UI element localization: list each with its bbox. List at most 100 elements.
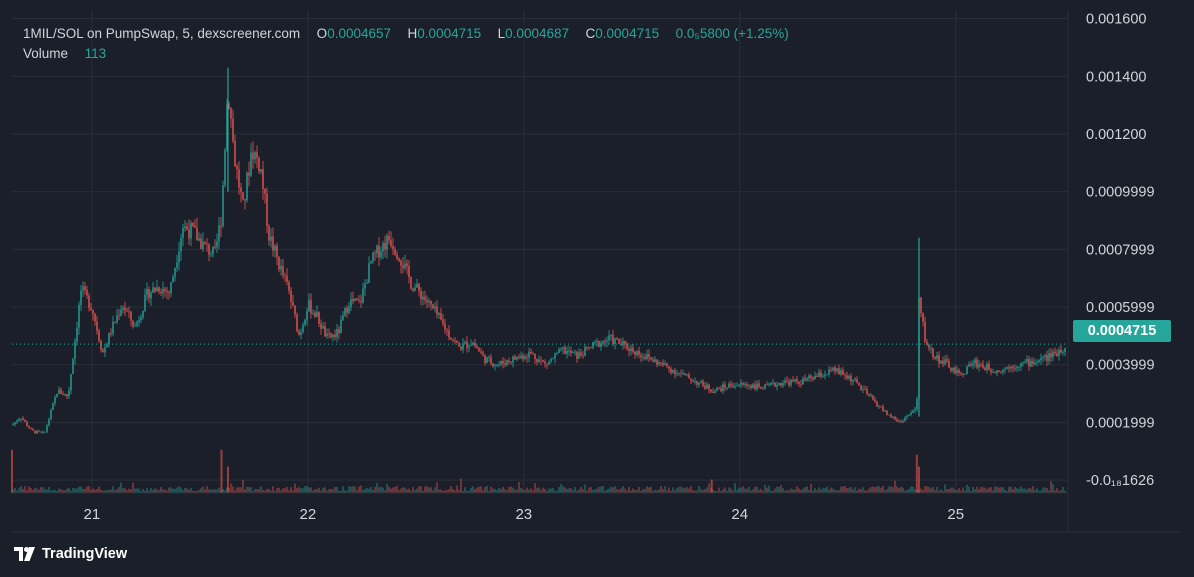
volume-bar <box>452 488 454 493</box>
volume-label[interactable]: Volume <box>23 46 69 61</box>
candle-body <box>666 363 668 367</box>
candle-body <box>1052 351 1054 358</box>
low-value: 0.0004687 <box>505 26 569 41</box>
volume-bar <box>396 486 398 493</box>
candle-body <box>980 364 982 365</box>
volume-bar <box>508 486 510 493</box>
candle-body <box>366 282 368 284</box>
volume-bar <box>512 487 514 493</box>
volume-bar <box>250 487 252 493</box>
volume-bar <box>210 489 212 493</box>
volume-bar <box>648 487 650 493</box>
candle-body <box>236 166 238 170</box>
volume-bar <box>462 490 464 493</box>
volume-bar <box>792 489 794 493</box>
candle-body <box>984 367 986 371</box>
candle-body <box>1022 362 1024 363</box>
volume-bar <box>746 488 748 493</box>
volume-bar <box>632 488 634 493</box>
volume-bar <box>990 487 992 493</box>
candle-body <box>342 315 344 320</box>
candle-body <box>454 340 456 342</box>
y-axis[interactable]: 0.001600 0.001400 0.001200 0.0009999 0.00079… <box>1086 12 1155 489</box>
volume-bar <box>530 488 532 493</box>
candle-body <box>422 296 424 300</box>
volume-bar <box>504 489 506 493</box>
volume-bar <box>500 488 502 493</box>
volume-bar <box>706 487 708 493</box>
volume-bar <box>272 486 274 493</box>
volume-bar <box>926 486 928 493</box>
volume-bar <box>100 489 102 493</box>
volume-bar <box>628 486 630 493</box>
volume-bar <box>60 489 62 493</box>
volume-bar <box>448 489 450 493</box>
candle-body <box>244 199 246 201</box>
x-tick-label: 23 <box>515 506 532 523</box>
volume-bar <box>764 484 766 493</box>
candle-body <box>390 240 392 246</box>
candle-body <box>848 376 850 379</box>
volume-bar <box>70 490 72 493</box>
volume-bar <box>602 486 604 493</box>
symbol-title[interactable]: 1MIL/SOL on PumpSwap, 5, dexscreener.com <box>23 26 301 41</box>
volume-bar <box>514 489 516 493</box>
candle-body <box>1002 369 1004 372</box>
volume-bar <box>446 490 448 493</box>
candle-body <box>1016 367 1018 369</box>
candle-body <box>680 372 682 374</box>
candle-body <box>784 380 786 384</box>
candle-body <box>550 358 552 362</box>
volume-bar <box>136 488 138 493</box>
candle-body <box>346 307 348 313</box>
volume-bar <box>318 487 320 493</box>
candle-body <box>874 399 876 402</box>
volume-bar <box>820 489 822 493</box>
candle-body <box>546 363 548 365</box>
candle-body <box>1008 367 1010 369</box>
candle-body <box>714 390 716 393</box>
candle-body <box>376 245 378 254</box>
candle-body <box>538 359 540 363</box>
candle-body <box>242 192 244 200</box>
candle-body <box>112 321 114 334</box>
candle-body <box>24 419 26 422</box>
volume-bar <box>842 486 844 493</box>
volume-bar <box>922 489 924 493</box>
volume-bar <box>230 483 232 493</box>
candle-body <box>374 252 376 254</box>
volume-bar <box>168 487 170 493</box>
volume-bar <box>120 482 122 493</box>
candle-body <box>280 265 282 270</box>
candle-body <box>108 332 110 345</box>
volume-bar <box>704 489 706 493</box>
candle-body <box>438 313 440 315</box>
volume-bar <box>650 486 652 493</box>
candle-body <box>610 334 612 336</box>
volume-bar <box>1024 488 1026 493</box>
x-axis[interactable]: 21 22 23 24 25 <box>84 506 964 523</box>
candle-body <box>942 360 944 364</box>
candle-body <box>502 361 504 364</box>
candle-body <box>328 333 330 335</box>
tradingview-branding[interactable]: TradingView <box>14 546 127 562</box>
volume-bar <box>598 486 600 493</box>
candle-body <box>864 389 866 390</box>
volume-bar <box>28 486 30 493</box>
candle-body <box>736 385 738 387</box>
volume-bar <box>450 486 452 493</box>
volume-bar <box>626 490 628 493</box>
candle-body <box>208 244 210 255</box>
volume-bar <box>866 490 868 493</box>
volume-bar <box>564 487 566 493</box>
volume-spike-bar <box>226 466 229 493</box>
candle-body <box>626 343 628 350</box>
volume-bar <box>354 486 356 493</box>
volume-bar <box>470 488 472 493</box>
volume-bar <box>98 486 100 493</box>
volume-bar <box>234 490 236 493</box>
candle-body <box>344 307 346 316</box>
candle-body <box>596 340 598 342</box>
volume-bar <box>856 490 858 493</box>
